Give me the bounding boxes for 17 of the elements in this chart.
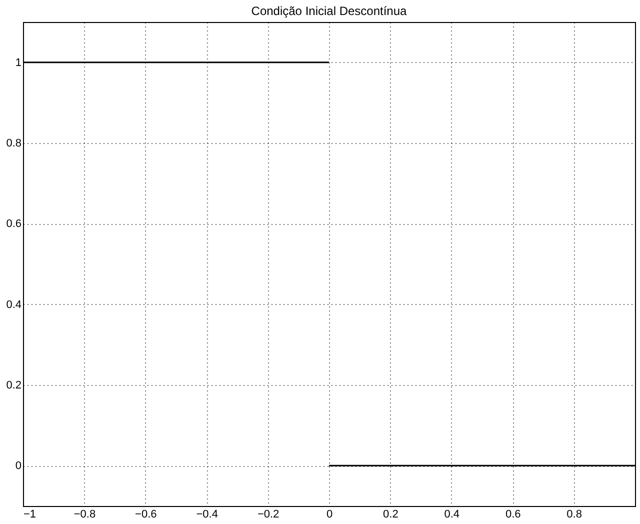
x-tick-label: 0: [326, 508, 333, 520]
x-tick-label: 0.8: [566, 508, 582, 520]
y-tick-label: 0.2: [6, 380, 22, 392]
x-tick-label: −0.8: [74, 508, 96, 520]
x-tick-label: 0.6: [505, 508, 521, 520]
x-tick-label: −0.6: [135, 508, 157, 520]
x-tick-label: −0.2: [257, 508, 280, 520]
x-tick-label: −0.4: [196, 508, 218, 520]
x-tick-label: 0.4: [444, 508, 460, 520]
x-tick-label: −1: [24, 508, 36, 520]
y-tick-label: 0.8: [6, 138, 22, 150]
y-tick-label: 1: [15, 56, 22, 69]
x-tick-label: 0.2: [383, 508, 398, 520]
y-tick-label: 0.6: [6, 218, 22, 230]
chart-title: Condição Inicial Descontínua: [251, 4, 408, 18]
y-tick-label: 0: [15, 460, 22, 472]
y-tick-label: 0.4: [6, 298, 22, 311]
